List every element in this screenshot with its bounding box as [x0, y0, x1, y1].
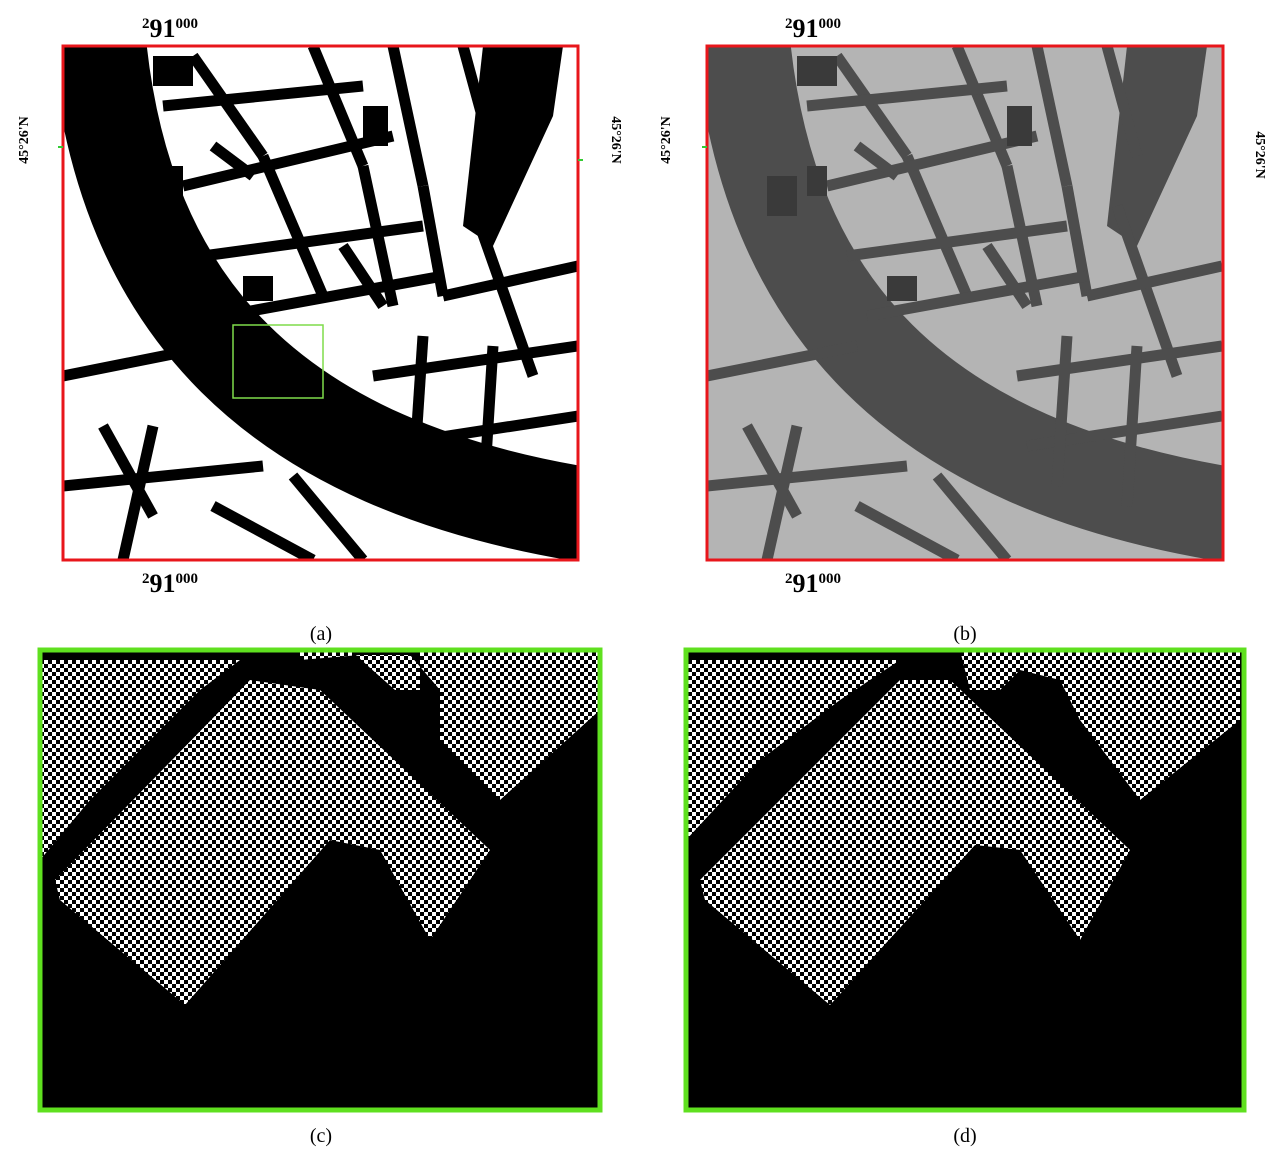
caption: (d)	[953, 1125, 976, 1147]
easting-main: 91	[793, 569, 819, 598]
northing-label: 45°26'N	[608, 116, 623, 164]
easting-main: 91	[150, 569, 176, 598]
courtyard	[887, 276, 917, 301]
map-panel-a	[63, 36, 593, 566]
caption: (c)	[310, 1125, 332, 1147]
courtyard	[797, 56, 837, 86]
easting-suffix: 000	[819, 16, 842, 32]
courtyard	[243, 276, 273, 301]
street	[63, 46, 128, 66]
easting-prefix: 2	[142, 571, 150, 587]
caption: (a)	[310, 623, 332, 645]
zoom-panel-c	[40, 650, 600, 1110]
courtyard	[123, 176, 153, 216]
caption: (b)	[953, 623, 976, 645]
easting-suffix: 000	[176, 571, 199, 587]
map-panel-b	[707, 36, 1237, 566]
courtyard	[153, 56, 193, 86]
courtyard	[767, 176, 797, 216]
easting-suffix: 000	[819, 571, 842, 587]
courtyard	[1007, 106, 1032, 146]
easting-label: 291000	[785, 569, 841, 598]
easting-main: 91	[150, 14, 176, 43]
easting-prefix: 2	[785, 16, 793, 32]
street	[707, 46, 772, 66]
northing-label: 45°26'N	[659, 116, 674, 164]
courtyard	[363, 106, 388, 146]
courtyard	[807, 166, 827, 196]
northing-label: 45°26'N	[1252, 131, 1267, 179]
easting-main: 91	[793, 14, 819, 43]
easting-suffix: 000	[176, 16, 199, 32]
easting-prefix: 2	[142, 16, 150, 32]
easting-prefix: 2	[785, 571, 793, 587]
easting-label: 291000	[142, 569, 198, 598]
easting-label: 291000	[785, 14, 841, 43]
zoom-panel-d	[686, 650, 1244, 1110]
easting-label: 291000	[142, 14, 198, 43]
northing-label: 45°26'N	[17, 116, 32, 164]
figure: (a) (b) (c) (d) 291000291000291000291000…	[0, 0, 1269, 1151]
courtyard	[163, 166, 183, 196]
